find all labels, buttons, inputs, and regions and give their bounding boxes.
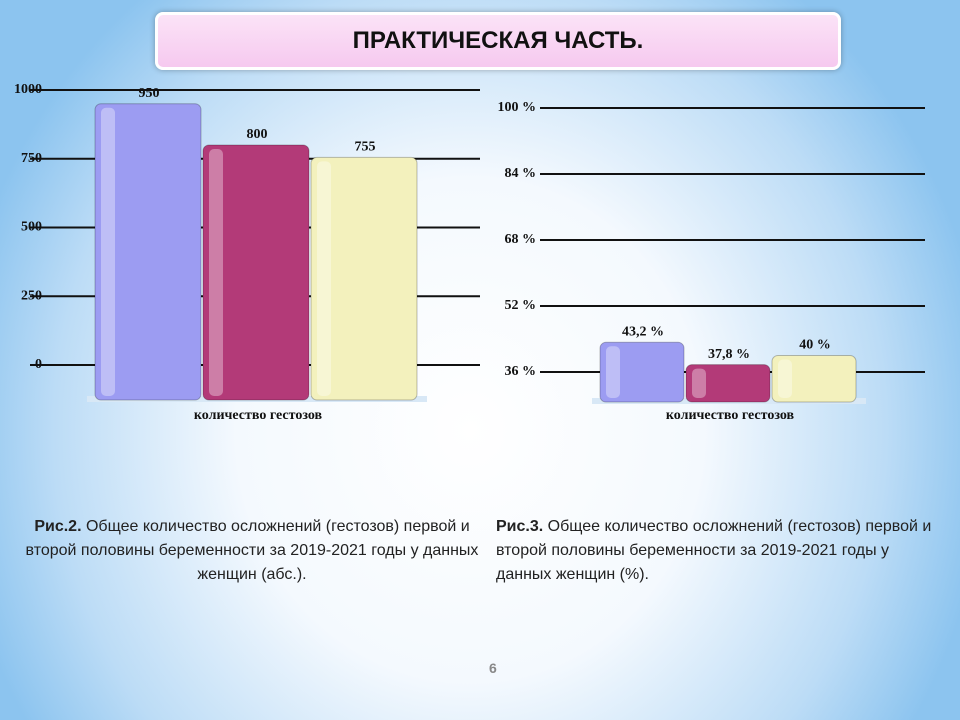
- bar-shine: [778, 359, 792, 398]
- value-label: 800: [247, 127, 268, 142]
- value-label: 40 %: [799, 338, 831, 353]
- value-label: 37,8 %: [708, 347, 750, 362]
- caption-text: Общее количество осложнений (гестозов) п…: [25, 518, 479, 583]
- bar: [685, 364, 771, 403]
- bar-shine: [209, 149, 223, 396]
- slide-title: ПРАКТИЧЕСКАЯ ЧАСТЬ.: [155, 12, 841, 70]
- value-label: 43,2 %: [622, 325, 664, 340]
- y-tick-label: 52 %: [505, 298, 537, 313]
- bar-shine: [101, 107, 115, 396]
- bar: [771, 355, 857, 403]
- value-label: 755: [355, 140, 376, 155]
- bar: [202, 144, 310, 401]
- y-tick-label: 100 %: [498, 100, 537, 115]
- bar: [599, 341, 685, 403]
- caption-label: Рис.3.: [496, 518, 544, 535]
- bar: [310, 156, 418, 401]
- page-number: 6: [489, 660, 497, 676]
- y-tick-label: 36 %: [505, 364, 537, 379]
- caption: Рис.2. Общее количество осложнений (гест…: [8, 515, 496, 587]
- y-tick-label: 84 %: [505, 166, 537, 181]
- bar: [94, 103, 202, 401]
- x-axis-label: количество гестозов: [194, 408, 323, 423]
- bar-shine: [317, 161, 331, 396]
- y-tick-label: 1000: [14, 82, 42, 97]
- caption-label: Рис.2.: [34, 518, 82, 535]
- bar-shine: [692, 368, 706, 398]
- caption: Рис.3. Общее количество осложнений (гест…: [496, 515, 946, 587]
- value-label: 950: [139, 86, 160, 101]
- caption-text: Общее количество осложнений (гестозов) п…: [496, 518, 932, 583]
- x-axis-label: количество гестозов: [666, 408, 795, 423]
- y-tick-label: 68 %: [505, 232, 537, 247]
- bar-shine: [606, 346, 620, 398]
